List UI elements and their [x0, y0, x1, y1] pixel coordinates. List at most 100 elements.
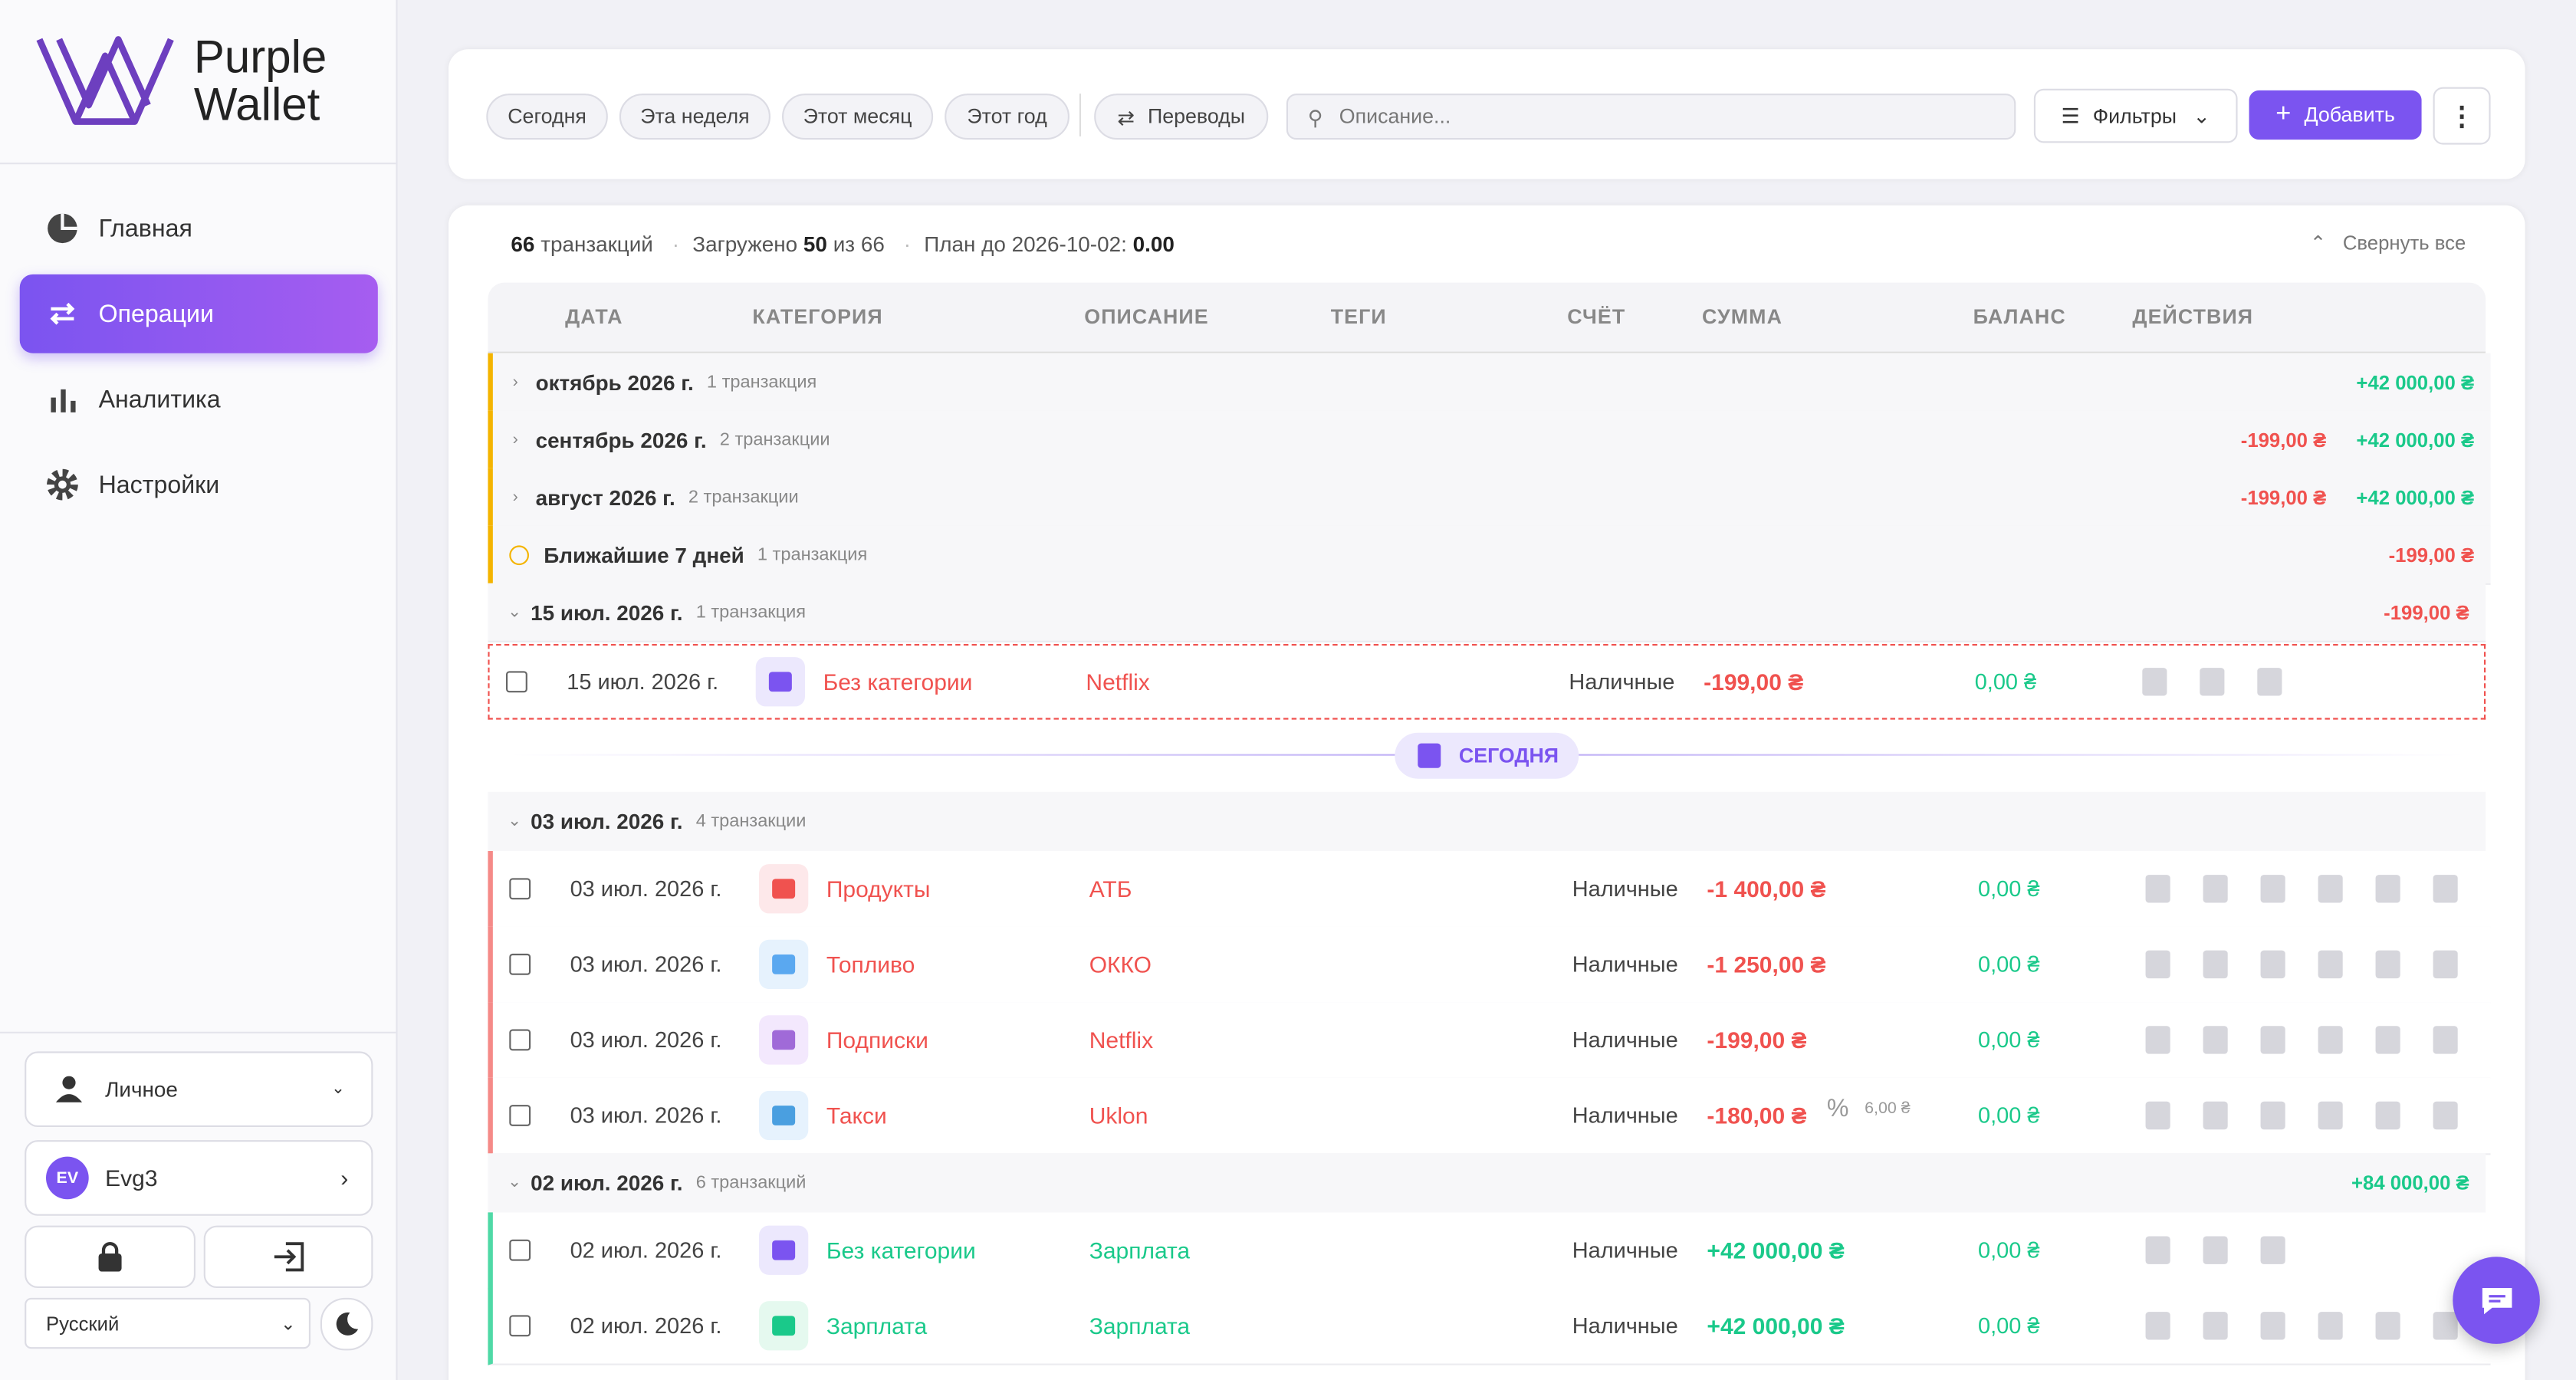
action-icon[interactable]	[2260, 1312, 2285, 1340]
avatar: EV	[46, 1156, 89, 1200]
action-icon[interactable]	[2375, 950, 2400, 979]
account: Наличные	[1572, 1313, 1678, 1339]
transfers-button[interactable]: ⇄ Переводы	[1094, 94, 1269, 140]
action-icon[interactable]	[2203, 950, 2228, 979]
action-icon[interactable]	[2260, 1236, 2285, 1264]
nav-item[interactable]: Аналитика	[20, 360, 378, 439]
add-button[interactable]: + Добавить	[2249, 90, 2422, 140]
action-icon[interactable]	[2200, 668, 2225, 696]
icon-glyph	[772, 1240, 796, 1260]
nav-label: Настройки	[98, 470, 220, 499]
action-icon[interactable]	[2145, 1236, 2170, 1264]
search-input[interactable]: ⚲ Описание...	[1286, 94, 2016, 140]
action-icon[interactable]	[2318, 950, 2343, 979]
category-icon	[758, 1090, 809, 1141]
description: Uklon	[1089, 1102, 1148, 1129]
action-icon[interactable]	[2260, 1101, 2285, 1130]
period-button[interactable]: Этот месяц	[781, 94, 934, 140]
period-label: Этот месяц	[803, 105, 912, 129]
action-icon[interactable]	[2433, 1026, 2458, 1054]
action-icon[interactable]	[2318, 1312, 2343, 1340]
action-icon[interactable]	[2145, 875, 2170, 903]
chevron: ›	[512, 430, 518, 449]
account: Наличные	[1572, 876, 1678, 902]
collapse-all[interactable]: ⌃ Свернуть все	[2309, 232, 2466, 255]
action-icon[interactable]	[2260, 1026, 2285, 1054]
more-button[interactable]: ⋮	[2433, 87, 2491, 145]
action-icon[interactable]	[2142, 668, 2167, 696]
action-icon[interactable]	[2433, 1101, 2458, 1130]
logo-text: Purple Wallet	[194, 33, 327, 128]
action-icon[interactable]	[2375, 1026, 2400, 1054]
action-icon[interactable]	[2145, 1101, 2170, 1130]
chat-button[interactable]	[2453, 1257, 2540, 1344]
checkbox[interactable]	[509, 1029, 531, 1051]
checkbox[interactable]	[509, 1105, 531, 1126]
nav-item[interactable]: Настройки	[20, 445, 378, 524]
action-icon[interactable]	[2145, 1026, 2170, 1054]
action-icon[interactable]	[2375, 1312, 2400, 1340]
group-amount: +84 000,00 ₴	[2351, 1171, 2469, 1194]
action-icon[interactable]	[2318, 1101, 2343, 1130]
group-title: 15 июл. 2026 г.	[531, 600, 683, 625]
action-icon[interactable]	[2257, 668, 2282, 696]
category: Без категории	[823, 669, 973, 695]
summary: 66 транзакций · Загружено 50 из 66 · План …	[511, 232, 1175, 257]
plan-label: План до 2026-10-02:	[924, 232, 1127, 257]
checkbox[interactable]	[509, 1239, 531, 1261]
action-icon[interactable]	[2375, 1101, 2400, 1130]
icon-glyph	[772, 879, 796, 899]
filters-button[interactable]: ☰ Фильтры ⌄	[2033, 88, 2238, 143]
profile-label: Личное	[105, 1076, 178, 1102]
action-icon[interactable]	[2203, 1101, 2228, 1130]
nav-item-active[interactable]: Операции	[19, 274, 378, 353]
nav-item[interactable]: Главная	[20, 189, 378, 268]
chevron: ⌄	[508, 603, 522, 621]
column-header: БАЛАНС	[1973, 305, 2066, 329]
action-icon[interactable]	[2203, 875, 2228, 903]
checkbox[interactable]	[509, 878, 531, 900]
action-icon[interactable]	[2203, 1026, 2228, 1054]
action-icon[interactable]	[2145, 950, 2170, 979]
action-icon[interactable]	[2145, 1312, 2170, 1340]
action-icon[interactable]	[2433, 1312, 2458, 1340]
action-icon[interactable]	[2375, 875, 2400, 903]
group-count: 4 транзакции	[695, 811, 807, 832]
of-label: из	[833, 232, 856, 257]
group-count: 2 транзакции	[688, 487, 799, 508]
theme-toggle[interactable]	[320, 1297, 373, 1351]
group-row: ⌄ 03 июл. 2026 г. 4 транзакции	[488, 791, 2486, 853]
fee: 6,00 ₴	[1865, 1099, 1911, 1119]
category-icon	[758, 864, 809, 914]
category-icon	[758, 1225, 809, 1275]
checkbox[interactable]	[509, 1315, 531, 1337]
balance: 0,00 ₴	[1978, 1102, 2040, 1129]
icon-glyph	[772, 1316, 796, 1336]
action-icon[interactable]	[2433, 875, 2458, 903]
action-icon[interactable]	[2433, 950, 2458, 979]
action-icon[interactable]	[2203, 1312, 2228, 1340]
column-header: СЧЁТ	[1567, 305, 1626, 329]
action-icon[interactable]	[2318, 875, 2343, 903]
action-icon[interactable]	[2318, 1026, 2343, 1054]
transaction-row: 03 июл. 2026 г. Подписки Netflix Наличные -1…	[488, 1002, 2491, 1079]
action-icon[interactable]	[2260, 875, 2285, 903]
checkbox[interactable]	[509, 953, 531, 975]
action-icon[interactable]	[2260, 950, 2285, 979]
balance: 0,00 ₴	[1978, 1027, 2040, 1053]
action-icon[interactable]	[2203, 1236, 2228, 1264]
group-row: ⌄ 15 июл. 2026 г. 1 транзакция -199,00 ₴	[488, 583, 2486, 642]
period-button[interactable]: Эта неделя	[619, 94, 770, 140]
lock-button[interactable]	[25, 1225, 196, 1288]
icon-glyph	[768, 672, 792, 692]
logout-button[interactable]	[203, 1225, 373, 1288]
profile-select[interactable]: Личное ⌄	[25, 1051, 373, 1127]
language-select[interactable]: Русский ⌄	[25, 1297, 311, 1349]
balance: 0,00 ₴	[1978, 1237, 2040, 1263]
period-button[interactable]: Этот год	[945, 94, 1070, 140]
period-button[interactable]: Сегодня	[486, 94, 608, 140]
user-card[interactable]: EV Evg3 ›	[25, 1140, 373, 1216]
checkbox[interactable]	[506, 671, 527, 693]
search-placeholder: Описание...	[1339, 105, 1451, 129]
